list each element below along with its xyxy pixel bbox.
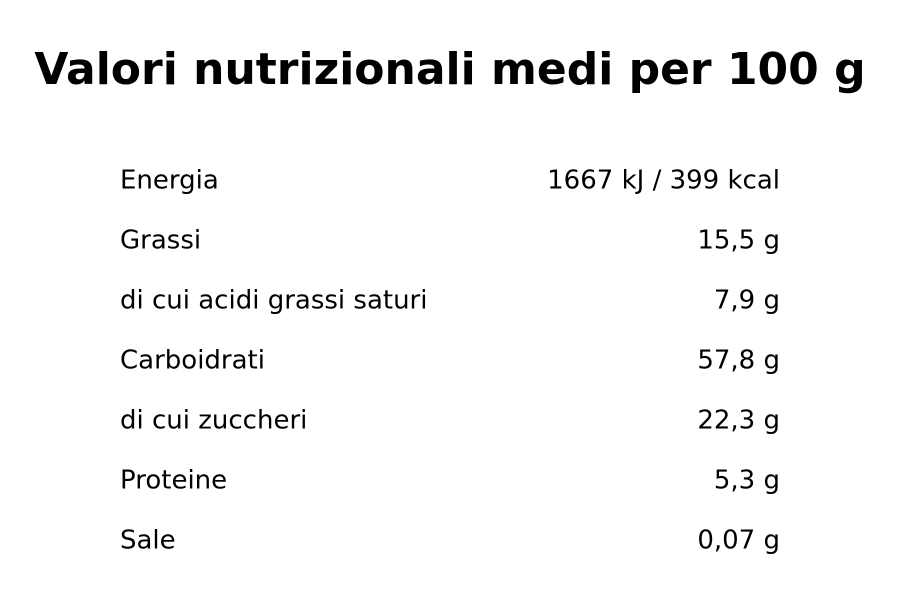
nutrient-value: 57,8 g (697, 346, 780, 376)
nutrient-name: di cui acidi grassi saturi (120, 286, 427, 316)
nutrient-value: 5,3 g (714, 466, 780, 496)
nutrient-value: 7,9 g (714, 286, 780, 316)
nutrient-name: Proteine (120, 466, 227, 496)
nutrient-name: Carboidrati (120, 346, 265, 376)
nutrient-value: 1667 kJ / 399 kcal (547, 166, 780, 196)
nutrient-name: Sale (120, 526, 176, 556)
nutrient-name: Energia (120, 166, 219, 196)
title: Valori nutrizionali medi per 100 g (34, 44, 865, 95)
nutrient-value: 22,3 g (697, 406, 780, 436)
nutrient-value: 15,5 g (697, 226, 780, 256)
nutrient-name: Grassi (120, 226, 201, 256)
nutrient-name: di cui zuccheri (120, 406, 307, 436)
nutrient-value: 0,07 g (697, 526, 780, 556)
